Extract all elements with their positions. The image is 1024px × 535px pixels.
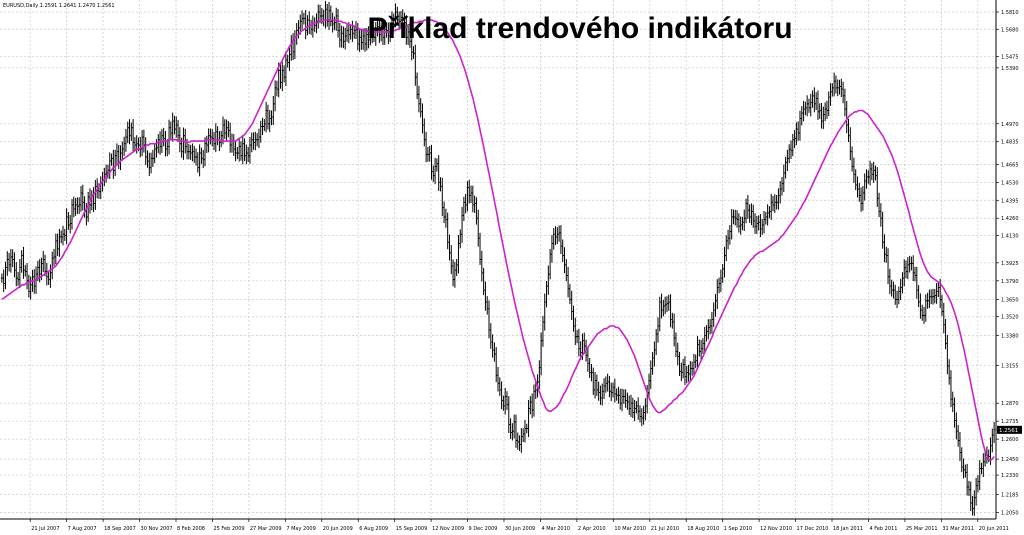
x-tick-label: 18 Sep 2007 xyxy=(104,526,136,532)
y-tick-label: 1.5680 xyxy=(1001,27,1019,33)
y-tick-label: 1.4260 xyxy=(1001,216,1019,222)
y-tick-label: 1.4665 xyxy=(1001,162,1019,168)
x-tick-label: 4 Mar 2010 xyxy=(541,526,570,532)
x-tick-label: 12 Nov 2009 xyxy=(432,526,464,532)
x-tick-label: 17 Dec 2010 xyxy=(797,526,829,532)
x-tick-label: 21 Jul 2007 xyxy=(31,526,59,532)
x-tick-label: 18 Aug 2010 xyxy=(687,526,719,532)
y-tick-label: 1.2450 xyxy=(1001,457,1019,463)
moving-average-line xyxy=(1,19,995,462)
x-tick-label: 31 Mar 2011 xyxy=(942,526,974,532)
y-tick-label: 1.3925 xyxy=(1001,261,1019,267)
x-tick-label: 21 Jul 2010 xyxy=(651,526,679,532)
y-tick-label: 1.2330 xyxy=(1001,473,1019,479)
y-tick-label: 1.2735 xyxy=(1001,419,1019,425)
y-tick-label: 1.2185 xyxy=(1001,492,1019,498)
x-tick-label: 25 Mar 2011 xyxy=(906,526,938,532)
price-bars xyxy=(0,0,996,516)
chart-title: Příklad trendového indikátoru xyxy=(367,12,792,45)
x-tick-label: 7 Aug 2007 xyxy=(68,526,97,532)
x-tick-label: 30 Nov 2007 xyxy=(141,526,173,532)
x-tick-label: 2 Apr 2010 xyxy=(578,526,606,532)
y-tick-label: 1.4970 xyxy=(1001,122,1019,128)
x-tick-label: 9 Dec 2009 xyxy=(469,526,498,532)
y-tick-label: 1.4530 xyxy=(1001,180,1019,186)
x-tick-label: 1 Sep 2010 xyxy=(724,526,753,532)
y-tick-label: 1.3380 xyxy=(1001,333,1019,339)
moving-average xyxy=(1,19,995,462)
chart-header-info: EURUSD,Daily 1.2591 1.2641 1.2470 1.2561 xyxy=(3,3,115,9)
x-tick-label: 8 Feb 2008 xyxy=(177,526,205,532)
y-tick-label: 1.2600 xyxy=(1001,437,1019,443)
x-tick-label: 12 Nov 2010 xyxy=(760,526,792,532)
x-tick-label: 20 Jun 2009 xyxy=(323,526,353,532)
price-bar xyxy=(992,421,996,444)
y-tick-label: 1.3155 xyxy=(1001,363,1019,369)
y-tick-label: 1.2050 xyxy=(1001,510,1019,516)
y-tick-label: 1.5390 xyxy=(1001,66,1019,72)
x-tick-label: 15 Sep 2009 xyxy=(396,526,428,532)
y-tick-label: 1.4130 xyxy=(1001,234,1019,240)
x-tick-label: 20 Jun 2011 xyxy=(979,526,1009,532)
y-tick-label: 1.2870 xyxy=(1001,401,1019,407)
current-price-box xyxy=(997,425,1022,434)
grid xyxy=(0,0,996,519)
y-tick-label: 1.3520 xyxy=(1001,315,1019,321)
y-tick-label: 1.5810 xyxy=(1001,10,1019,16)
x-tick-label: 4 Feb 2011 xyxy=(869,526,897,532)
x-tick-label: 30 Jun 2009 xyxy=(505,526,535,532)
x-tick-label: 10 Mar 2010 xyxy=(614,526,646,532)
x-tick-label: 25 Feb 2009 xyxy=(213,526,244,532)
y-tick-label: 1.3650 xyxy=(1001,297,1019,303)
y-tick-label: 1.3790 xyxy=(1001,279,1019,285)
y-tick-label: 1.4395 xyxy=(1001,198,1019,204)
current-price-label: 1.2561 xyxy=(999,428,1018,434)
y-tick-label: 1.4835 xyxy=(1001,140,1019,146)
x-tick-label: 7 May 2009 xyxy=(286,526,315,532)
x-tick-label: 18 Jan 2011 xyxy=(833,526,863,532)
x-tick-label: 27 Mar 2009 xyxy=(250,526,282,532)
x-tick-label: 6 Aug 2009 xyxy=(359,526,388,532)
y-tick-label: 1.5475 xyxy=(1001,55,1019,61)
